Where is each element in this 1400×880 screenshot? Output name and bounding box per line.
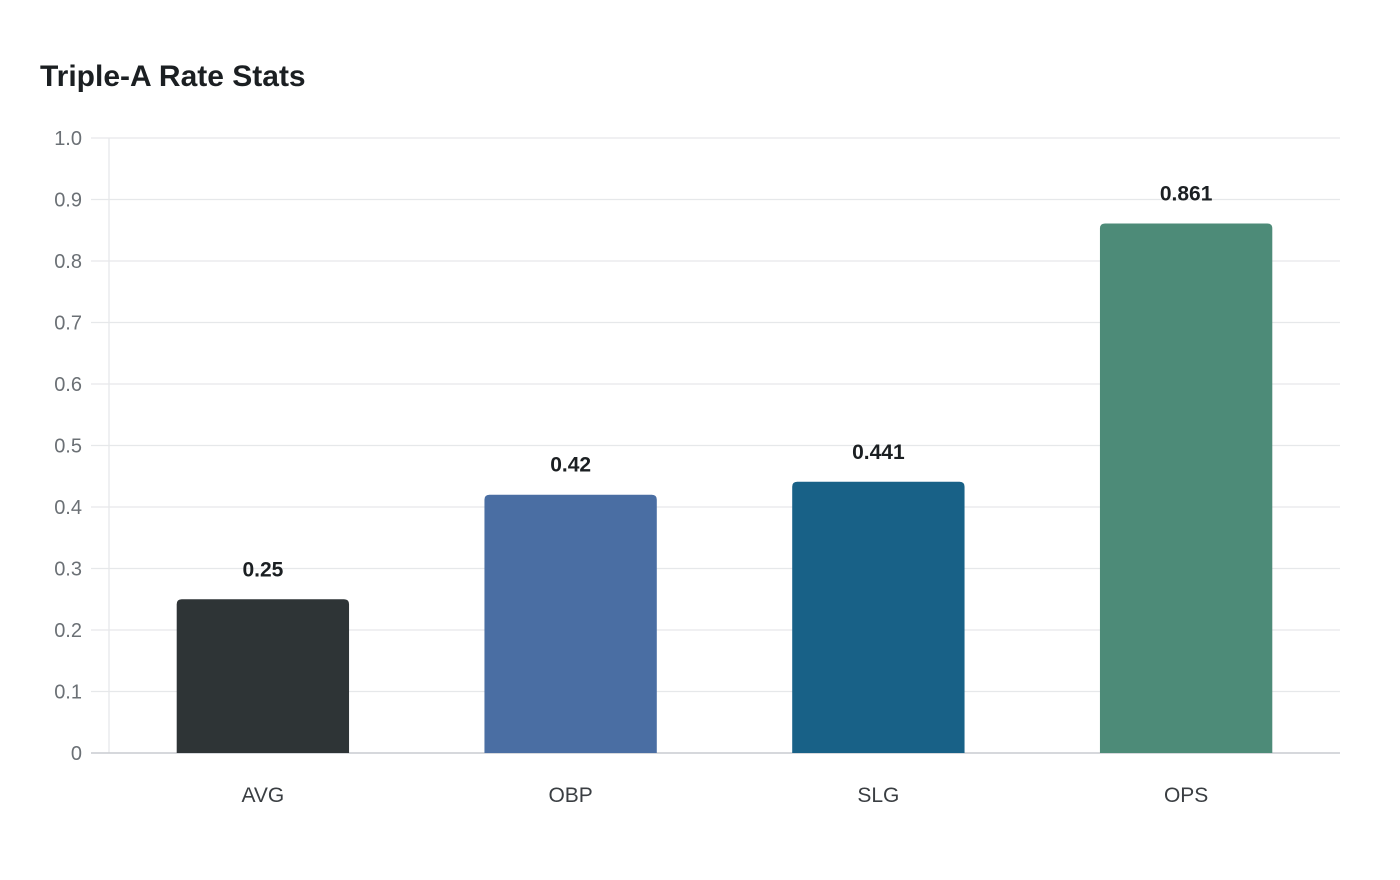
bar-layer <box>176 223 1273 754</box>
y-tick-label: 0.3 <box>54 559 82 581</box>
y-tick-label: 0 <box>71 743 82 765</box>
value-label-avg: 0.25 <box>242 558 283 581</box>
value-label-obp: 0.42 <box>550 454 591 477</box>
x-tick-label-avg: AVG <box>241 784 284 807</box>
bar-obp <box>484 494 657 753</box>
y-tick-label: 0.8 <box>54 251 82 273</box>
y-tick-label: 0.6 <box>54 374 82 396</box>
value-label-slg: 0.441 <box>852 441 905 464</box>
y-tick-label: 0.2 <box>54 620 82 642</box>
label-layer: 0.25 AVG 0.42 OBP 0.441 SLG 0.861 OPS <box>241 182 1212 807</box>
x-tick-label-slg: SLG <box>857 784 899 807</box>
y-tick-label: 0.5 <box>54 436 82 458</box>
chart-title: Triple-A Rate Stats <box>40 60 306 93</box>
bar-ops <box>1099 223 1273 754</box>
value-label-ops: 0.861 <box>1160 182 1213 205</box>
axis-layer: 0 0.1 0.2 0.3 0.4 0.5 0.6 0.7 0.8 0.9 1.0 <box>54 128 1340 765</box>
y-tick-label: 1.0 <box>54 128 82 150</box>
x-tick-label-obp: OBP <box>548 784 592 807</box>
y-tick-label: 0.1 <box>54 682 82 704</box>
bar-slg <box>792 481 965 753</box>
y-tick-label: 0.9 <box>54 190 82 212</box>
y-tick-label: 0.7 <box>54 313 82 335</box>
bar-avg <box>176 599 350 753</box>
y-tick-label: 0.4 <box>54 497 82 519</box>
x-tick-label-ops: OPS <box>1164 784 1208 807</box>
